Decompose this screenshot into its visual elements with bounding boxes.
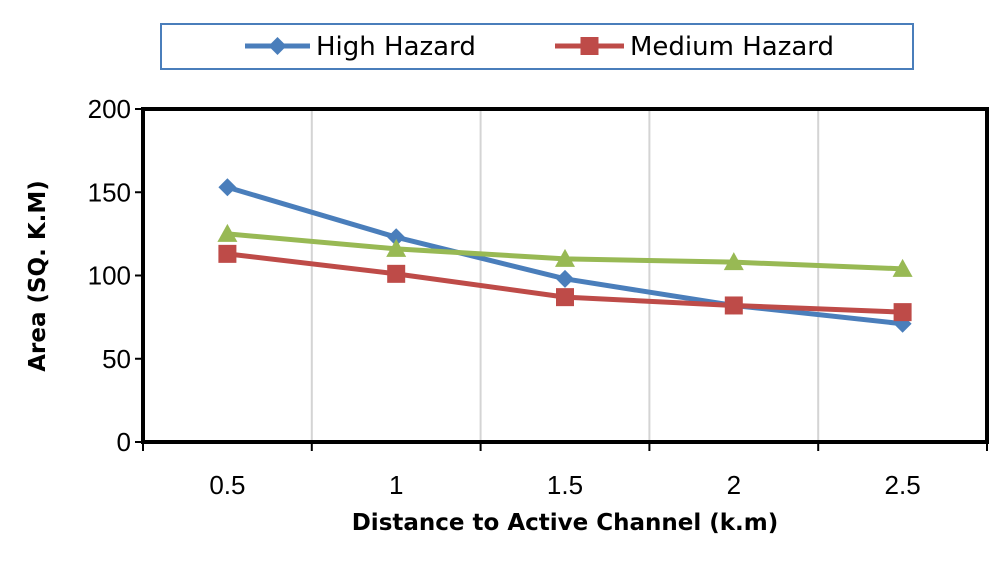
legend-item: Medium Hazard: [555, 32, 834, 62]
data-point: [387, 228, 406, 247]
data-point: [555, 248, 575, 267]
x-tick-label: 2: [727, 470, 741, 500]
legend-swatch-marker: [268, 37, 287, 55]
x-tick-label: 1.5: [547, 470, 583, 500]
y-tick-label: 0: [117, 427, 131, 457]
series-layer: [217, 178, 913, 333]
gridlines: [310, 109, 820, 442]
data-point: [724, 296, 743, 315]
data-point: [723, 252, 744, 271]
data-point: [893, 303, 912, 322]
data-point: [892, 258, 913, 277]
legend-label: Medium Hazard: [630, 32, 834, 62]
y-tick-label: 100: [88, 261, 131, 291]
y-axis-title: Area (SQ. K.M): [25, 180, 51, 372]
series-1: [218, 178, 912, 333]
y-tick-label: 200: [88, 94, 131, 124]
y-tick-label: 50: [102, 344, 131, 374]
data-point: [218, 178, 237, 197]
series-2: [218, 244, 912, 322]
series-3: [217, 223, 913, 277]
legend-item: High Hazard: [245, 32, 476, 62]
axis-tick-labels: 0 50 100 150 200 0.5 1 1.5 2 2.5: [88, 94, 988, 500]
data-point: [218, 244, 237, 263]
x-tick-label: 2.5: [885, 470, 921, 500]
x-tick-label: 0.5: [209, 470, 245, 500]
data-point: [556, 288, 574, 307]
legend: High Hazard Medium Hazard: [160, 23, 914, 70]
data-point: [556, 269, 574, 288]
y-tick-label: 150: [88, 177, 131, 207]
data-point: [386, 238, 407, 257]
legend-swatch-marker: [580, 37, 599, 55]
x-tick-label: 1: [389, 470, 403, 500]
x-axis-title: Distance to Active Channel (k.m): [352, 510, 779, 536]
data-point: [387, 264, 406, 283]
data-point: [217, 223, 238, 242]
legend-label: High Hazard: [316, 32, 476, 62]
